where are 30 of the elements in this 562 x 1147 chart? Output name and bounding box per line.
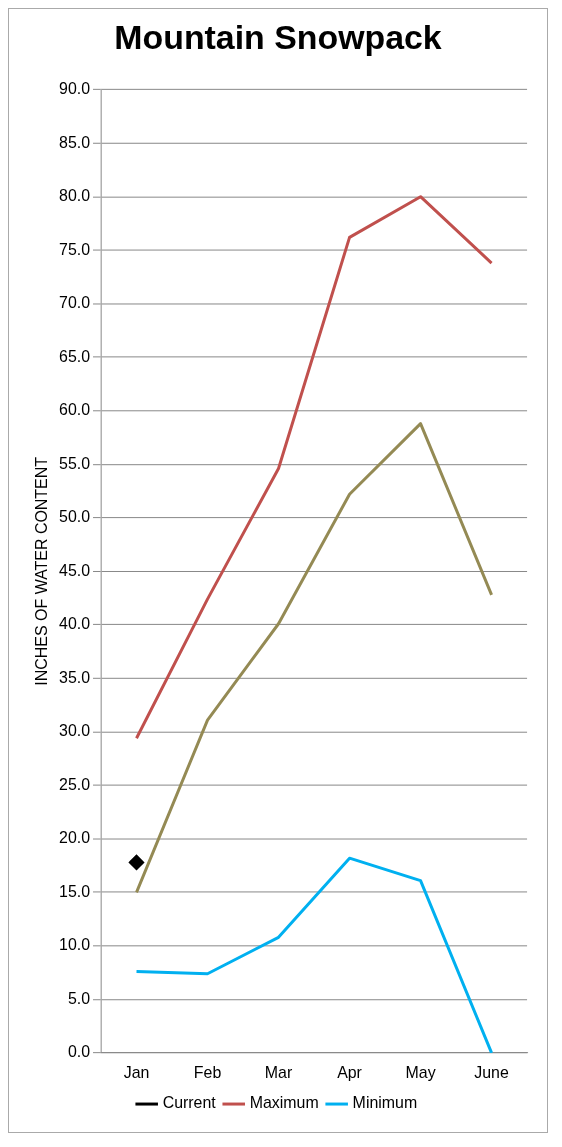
y-tick-label: 75.0 <box>59 240 91 258</box>
y-tick-label: 40.0 <box>59 615 91 633</box>
y-tick-label: 20.0 <box>59 829 91 847</box>
y-tick-label: 0.0 <box>67 1043 91 1061</box>
y-tick-label: 15.0 <box>59 882 91 900</box>
x-tick-label: May <box>405 1063 436 1081</box>
y-tick-label: 25.0 <box>59 775 91 793</box>
x-tick-label: June <box>474 1063 509 1081</box>
x-tick-label: Apr <box>337 1063 363 1081</box>
legend-label: Minimum <box>352 1094 418 1112</box>
y-tick-label: 55.0 <box>59 454 91 472</box>
y-tick-label: 35.0 <box>59 668 91 686</box>
y-tick-label: 50.0 <box>59 508 91 526</box>
y-tick-label: 65.0 <box>59 347 91 365</box>
y-tick-label: 30.0 <box>59 722 91 740</box>
legend-label: Maximum <box>249 1094 319 1112</box>
x-tick-label: Jan <box>123 1063 150 1081</box>
y-tick-label: 45.0 <box>59 561 91 579</box>
x-tick-label: Mar <box>264 1063 293 1081</box>
y-tick-label: 70.0 <box>59 294 91 312</box>
y-tick-label: 80.0 <box>59 187 91 205</box>
y-axis-title: INCHES OF WATER CONTENT <box>32 456 50 686</box>
y-tick-label: 10.0 <box>59 936 91 954</box>
chart-title: Mountain Snowpack <box>114 17 442 56</box>
x-tick-label: Feb <box>193 1063 222 1081</box>
legend-label: Current <box>162 1094 217 1112</box>
y-tick-label: 60.0 <box>59 401 91 419</box>
y-tick-label: 90.0 <box>59 80 91 98</box>
y-tick-label: 85.0 <box>59 133 91 151</box>
y-tick-label: 5.0 <box>67 989 91 1007</box>
